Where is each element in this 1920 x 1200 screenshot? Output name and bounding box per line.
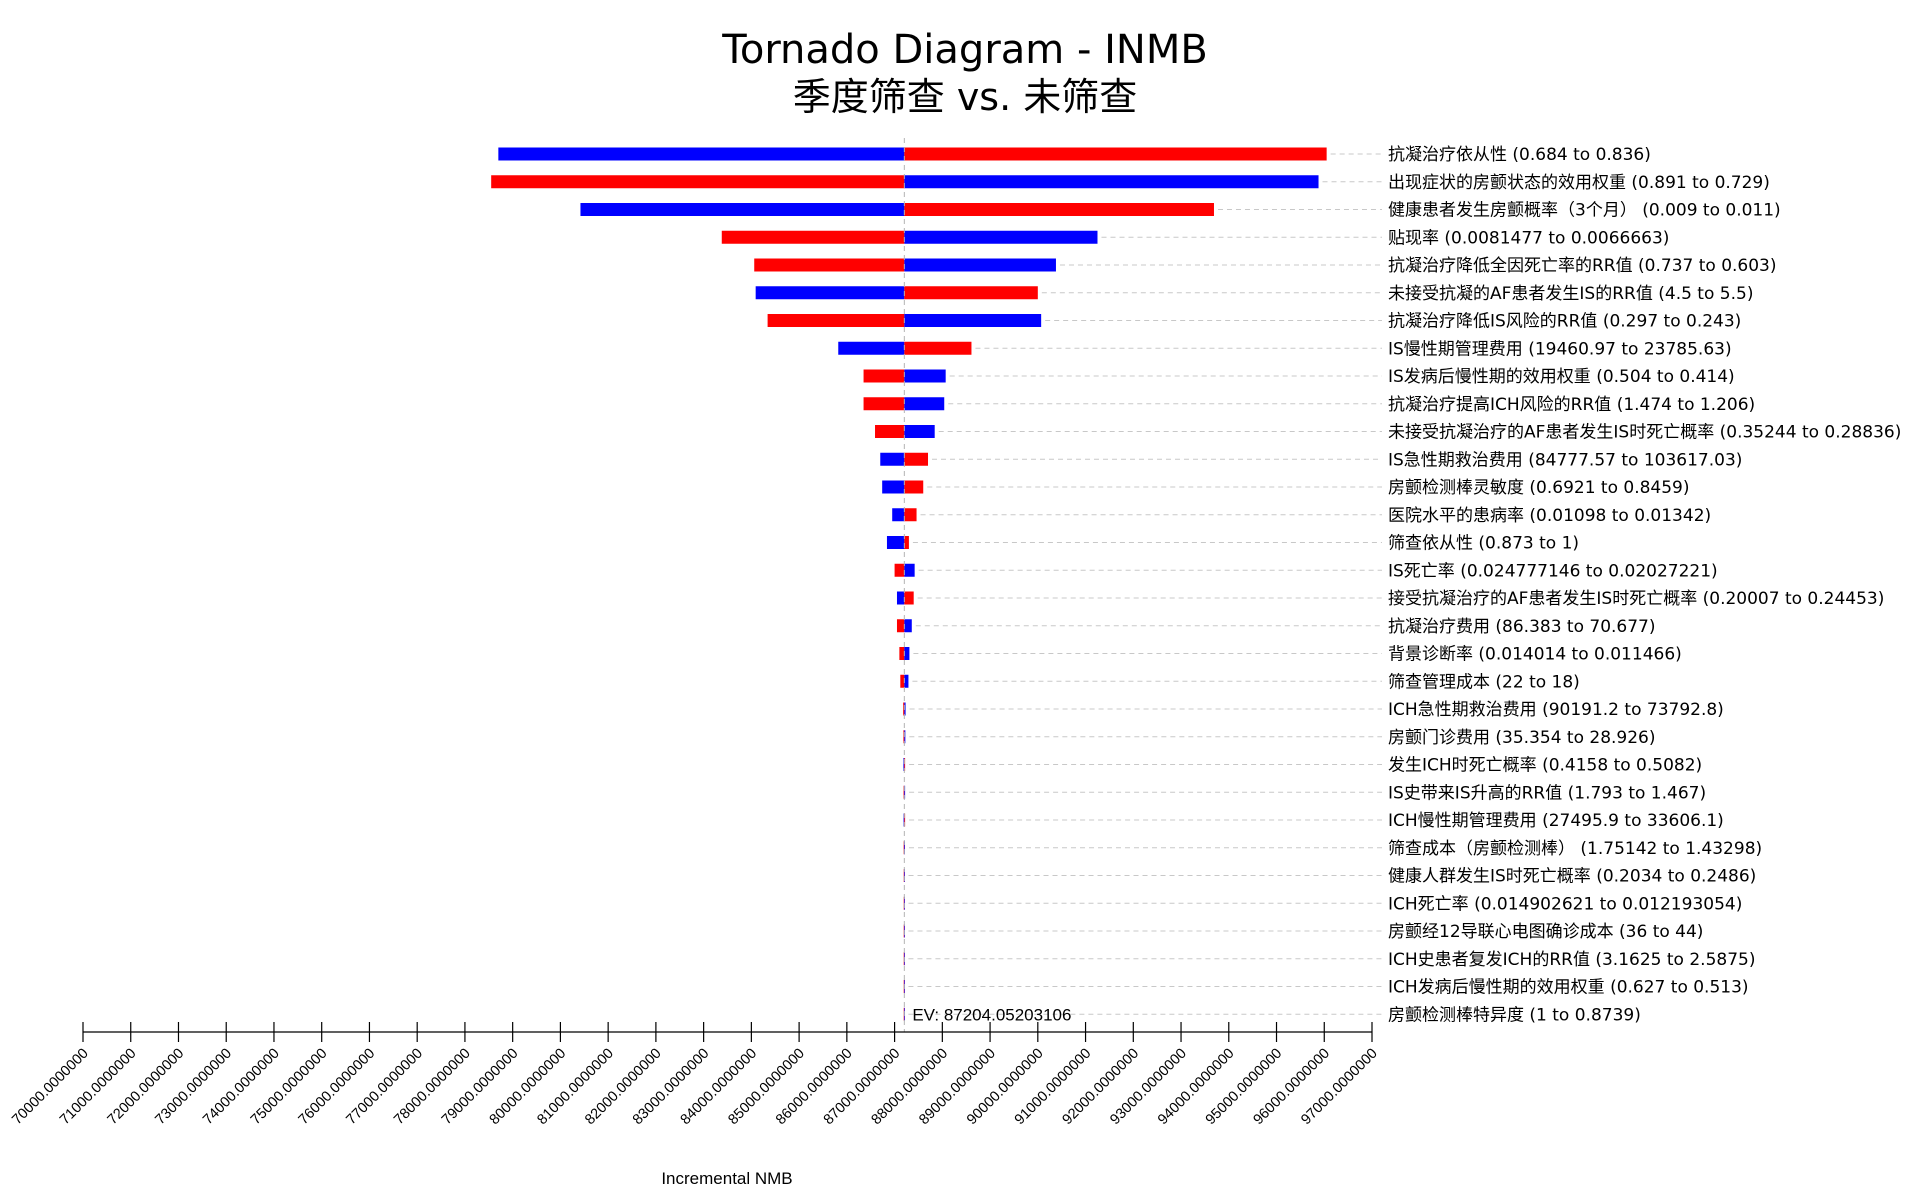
bar-segment-high	[904, 813, 906, 827]
bar-segment-low	[903, 785, 905, 799]
bar-segment-low	[894, 563, 905, 577]
bar-segment-high	[904, 341, 972, 355]
row-label: 未接受抗凝的AF患者发生IS的RR值 (4.5 to 5.5)	[1388, 284, 1753, 304]
bar-segment-high	[904, 397, 945, 411]
row-label: 抗凝治疗提高ICH风险的RR值 (1.474 to 1.206)	[1388, 395, 1755, 415]
bar-segment-low	[896, 591, 905, 605]
row-label: ICH史患者复发ICH的RR值 (3.1625 to 2.5875)	[1388, 950, 1755, 970]
bar-segment-high	[904, 175, 1319, 189]
bar-segment-low	[838, 341, 905, 355]
bar-segment-high	[904, 702, 906, 716]
bar-segment-low	[903, 813, 905, 827]
row-label: 房颤经12导联心电图确诊成本 (36 to 44)	[1388, 922, 1703, 942]
bar-segment-low	[754, 258, 905, 272]
row-label: 发生ICH时死亡概率 (0.4158 to 0.5082)	[1388, 756, 1702, 776]
row-label: 抗凝治疗费用 (86.383 to 70.677)	[1388, 617, 1656, 637]
bar-segment-low	[863, 397, 905, 411]
row-label: 筛查管理成本 (22 to 18)	[1388, 672, 1580, 692]
row-label: IS发病后慢性期的效用权重 (0.504 to 0.414)	[1388, 366, 1735, 387]
row-label: 背景诊断率 (0.014014 to 0.011466)	[1388, 645, 1682, 665]
row-label: ICH发病后慢性期的效用权重 (0.627 to 0.513)	[1388, 977, 1749, 998]
bars	[491, 147, 1327, 1021]
bar-segment-high	[904, 730, 906, 744]
row-label: 健康患者发生房颤概率（3个月） (0.009 to 0.011)	[1388, 201, 1781, 221]
bar-segment-high	[904, 452, 929, 466]
bar-segment-low	[721, 230, 905, 244]
row-label: IS慢性期管理费用 (19460.97 to 23785.63)	[1388, 338, 1732, 359]
row-label: IS死亡率 (0.024777146 to 0.02027221)	[1388, 561, 1718, 581]
bar-segment-low	[863, 369, 905, 383]
x-axis-label: Incremental NMB	[661, 1169, 792, 1188]
bar-segment-low	[875, 425, 905, 438]
bar-segment-low	[767, 314, 905, 327]
row-labels: 抗凝治疗依从性 (0.684 to 0.836) 出现症状的房颤状态的效用权重 (…	[1388, 145, 1901, 1025]
bar-segment-low	[899, 647, 905, 660]
row-label: 房颤检测棒灵敏度 (0.6921 to 0.8459)	[1388, 478, 1690, 498]
ev-label: EV: 87204.05203106	[912, 1005, 1071, 1024]
bar-segment-high	[904, 480, 924, 494]
bar-segment-low	[892, 508, 905, 522]
chart-title: Tornado Diagram - INMB	[721, 27, 1208, 73]
bar-segment-low	[580, 203, 905, 216]
row-label: ICH慢性期管理费用 (27495.9 to 33606.1)	[1388, 810, 1724, 831]
bar-segment-low	[903, 702, 905, 716]
bar-segment-low	[903, 841, 905, 855]
bar-segment-low	[498, 147, 905, 161]
row-label: 房颤门诊费用 (35.354 to 28.926)	[1388, 728, 1656, 748]
x-axis: 70000.000000071000.000000072000.00000007…	[9, 1022, 1381, 1128]
row-label: 筛查成本（房颤检测棒） (1.75142 to 1.43298)	[1388, 839, 1762, 859]
bar-segment-high	[904, 203, 1214, 216]
bar-segment-high	[904, 869, 905, 882]
row-label: 出现症状的房颤状态的效用权重 (0.891 to 0.729)	[1388, 173, 1770, 193]
bar-segment-high	[904, 619, 912, 633]
bar-segment-low	[886, 536, 905, 549]
bar-segment-high	[904, 286, 1038, 300]
bar-segment-high	[904, 841, 906, 855]
bar-segment-low	[903, 869, 905, 882]
bar-segment-high	[904, 258, 1056, 272]
bar-segment-low	[880, 452, 905, 466]
bar-segment-low	[882, 480, 905, 494]
bar-segment-low	[896, 619, 905, 633]
row-label: ICH急性期救治费用 (90191.2 to 73792.8)	[1388, 700, 1724, 720]
row-label: 健康人群发生IS时死亡概率 (0.2034 to 0.2486)	[1388, 867, 1756, 887]
row-label: IS史带来IS升高的RR值 (1.793 to 1.467)	[1388, 783, 1706, 803]
bar-segment-low	[755, 286, 905, 300]
row-label: IS急性期救治费用 (84777.57 to 103617.03)	[1388, 450, 1742, 470]
row-label: 医院水平的患病率 (0.01098 to 0.01342)	[1388, 506, 1711, 526]
bar-segment-high	[904, 314, 1042, 327]
row-label: 接受抗凝治疗的AF患者发生IS时死亡概率 (0.20007 to 0.24453…	[1388, 589, 1884, 609]
row-label: 抗凝治疗依从性 (0.684 to 0.836)	[1388, 145, 1651, 165]
row-label: 抗凝治疗降低IS风险的RR值 (0.297 to 0.243)	[1388, 312, 1741, 332]
bar-segment-high	[904, 563, 915, 577]
bar-segment-high	[904, 785, 906, 799]
bar-segment-high	[904, 536, 909, 549]
bar-segment-high	[904, 674, 909, 688]
bar-segment-high	[904, 230, 1098, 244]
row-label: 贴现率 (0.0081477 to 0.0066663)	[1388, 228, 1669, 248]
chart-subtitle: 季度筛查 vs. 未筛查	[793, 75, 1138, 119]
bar-segment-low	[900, 674, 905, 688]
row-label: 房颤检测棒特异度 (1 to 0.8739)	[1388, 1005, 1641, 1025]
row-label: 筛查依从性 (0.873 to 1)	[1388, 534, 1579, 554]
bar-segment-low	[903, 758, 905, 771]
bar-segment-low	[491, 175, 905, 189]
bar-segment-high	[904, 147, 1327, 161]
bar-segment-high	[904, 758, 906, 771]
row-label: 未接受抗凝治疗的AF患者发生IS时死亡概率 (0.35244 to 0.2883…	[1388, 423, 1901, 443]
row-label: 抗凝治疗降低全因死亡率的RR值 (0.737 to 0.603)	[1388, 256, 1777, 276]
bar-segment-high	[904, 647, 910, 660]
guide-lines	[908, 153, 1382, 1015]
bar-segment-high	[904, 591, 914, 605]
row-label: ICH死亡率 (0.014902621 to 0.012193054)	[1388, 894, 1742, 914]
bar-segment-high	[904, 369, 946, 383]
bar-segment-high	[904, 508, 917, 522]
bar-segment-high	[904, 425, 935, 438]
